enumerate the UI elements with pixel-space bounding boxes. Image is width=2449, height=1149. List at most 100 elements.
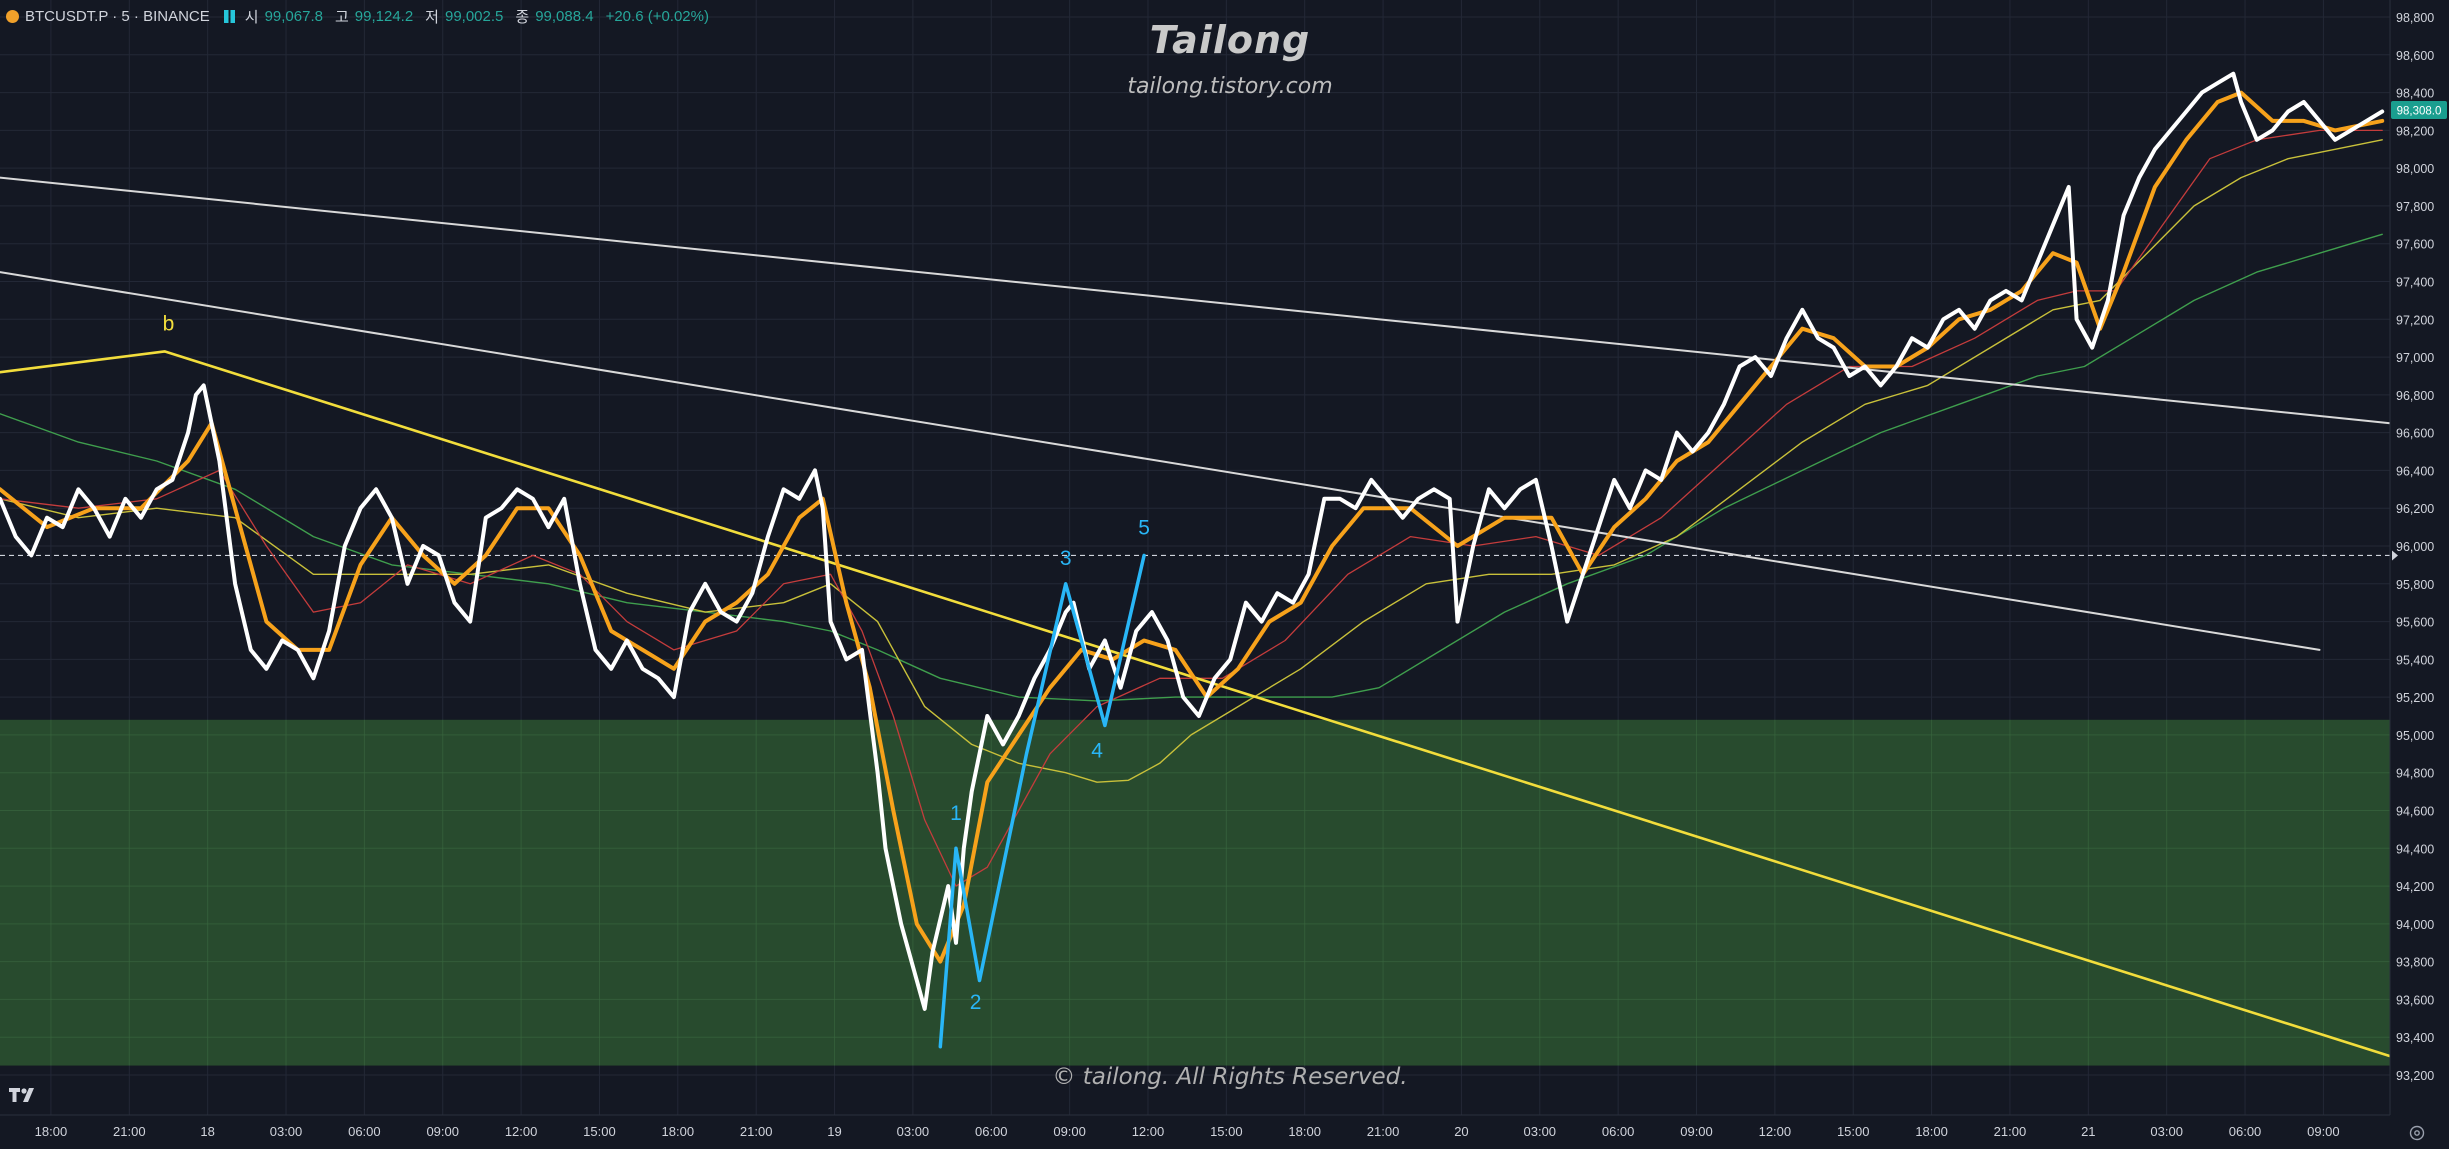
bitcoin-coin-icon — [6, 9, 19, 23]
y-tick-label: 94,400 — [2396, 842, 2434, 856]
y-tick-label: 98,800 — [2396, 11, 2434, 25]
symbol-label[interactable]: BTCUSDT.P · 5 · BINANCE — [25, 7, 210, 25]
x-tick-label: 20 — [1454, 1124, 1468, 1139]
x-tick-label: 12:00 — [1132, 1124, 1165, 1139]
x-tick-label: 15:00 — [1837, 1124, 1870, 1139]
current-price-marker: 98,308.0 — [2391, 100, 2447, 561]
x-tick-label: 19 — [827, 1124, 841, 1139]
y-tick-label: 93,400 — [2396, 1031, 2434, 1045]
y-tick-label: 97,600 — [2396, 238, 2434, 252]
low-label: 저 — [425, 8, 439, 26]
x-tick-label: 03:00 — [1524, 1124, 1557, 1139]
x-tick-label: 09:00 — [2307, 1124, 2340, 1139]
demand-zone — [0, 719, 2390, 1066]
y-tick-label: 96,600 — [2396, 427, 2434, 441]
wave-label-5: 5 — [1138, 517, 1150, 540]
channel-lower-line — [0, 271, 2321, 651]
x-tick-label: 18:00 — [35, 1124, 68, 1139]
y-tick-label: 93,200 — [2396, 1069, 2434, 1083]
low-value: 99,002.5 — [444, 7, 504, 25]
y-tick-label: 95,200 — [2396, 691, 2434, 705]
open-value: 99,067.8 — [264, 7, 323, 25]
ema-fast-line — [0, 90, 2385, 964]
x-tick-label: 06:00 — [2229, 1124, 2262, 1139]
flag-icon[interactable] — [223, 9, 235, 23]
ema-yellow-line — [0, 139, 2383, 783]
x-tick-label: 18 — [200, 1124, 214, 1139]
price-line — [0, 71, 2385, 1011]
x-tick-label: 21:00 — [113, 1124, 146, 1139]
time-axis[interactable]: 18:00 21:00 18 03:00 06:00 09:00 12:00 15:00 18:… — [35, 1124, 2340, 1139]
x-tick-label: 15:00 — [583, 1124, 616, 1139]
y-tick-label: 93,800 — [2396, 956, 2434, 970]
x-tick-label: 18:00 — [662, 1124, 695, 1139]
wave-label-4: 4 — [1091, 740, 1103, 763]
x-tick-label: 15:00 — [1210, 1124, 1243, 1139]
watermark-copyright: © tailong. All Rights Reserved. — [1052, 1064, 1408, 1090]
x-tick-label: 12:00 — [1759, 1124, 1792, 1139]
wave-label-1: 1 — [950, 802, 962, 825]
y-tick-label: 95,800 — [2396, 578, 2434, 592]
series — [0, 71, 2392, 1058]
y-tick-label: 96,800 — [2396, 389, 2434, 403]
y-tick-label: 98,600 — [2396, 49, 2434, 63]
elliott-wave-path — [938, 553, 1146, 1049]
x-tick-label: 03:00 — [270, 1124, 303, 1139]
x-tick-label: 21:00 — [1994, 1124, 2027, 1139]
price-axis[interactable]: 98,800 98,600 98,400 98,200 98,000 97,800 97,6… — [2396, 11, 2434, 1083]
x-tick-label: 06:00 — [1602, 1124, 1635, 1139]
y-tick-label: 97,200 — [2396, 313, 2434, 327]
symbol-legend[interactable]: BTCUSDT.P · 5 · BINANCE 시 99,067.8 고 99,12… — [6, 6, 709, 26]
time-axis-background — [0, 1115, 2449, 1149]
y-tick-label: 95,000 — [2396, 729, 2434, 743]
high-label: 고 — [334, 8, 349, 26]
open-label: 시 — [244, 8, 259, 26]
tradingview-logo-icon[interactable] — [8, 1086, 38, 1104]
y-tick-label: 98,000 — [2396, 162, 2434, 176]
high-value: 99,124.2 — [354, 7, 414, 25]
close-label: 종 — [515, 8, 530, 26]
y-tick-label: 97,400 — [2396, 276, 2434, 290]
y-tick-label: 97,000 — [2396, 351, 2434, 365]
x-tick-label: 21:00 — [740, 1124, 773, 1139]
watermark-title: Tailong — [1149, 18, 1311, 62]
close-value: 99,088.4 — [535, 7, 594, 25]
y-tick-label: 95,400 — [2396, 653, 2434, 667]
wave-labels: 1 2 3 4 5 b — [163, 313, 1150, 1014]
y-tick-label: 94,200 — [2396, 880, 2434, 894]
y-tick-label: 95,600 — [2396, 616, 2434, 630]
axis-settings-icon[interactable] — [2408, 1124, 2426, 1142]
y-tick-label: 94,600 — [2396, 805, 2434, 819]
x-tick-label: 09:00 — [1053, 1124, 1086, 1139]
ema-red-line — [0, 129, 2383, 887]
y-tick-label: 98,400 — [2396, 87, 2434, 101]
x-tick-label: 09:00 — [1680, 1124, 1713, 1139]
y-tick-label: 98,200 — [2396, 124, 2434, 138]
y-tick-label: 96,000 — [2396, 540, 2434, 554]
wave-label-b: b — [163, 313, 175, 336]
wave-label-2: 2 — [970, 991, 982, 1014]
reference-price-arrow-icon — [2392, 550, 2398, 561]
y-tick-label: 97,800 — [2396, 200, 2434, 214]
x-tick-label: 18:00 — [1915, 1124, 1948, 1139]
x-tick-label: 18:00 — [1288, 1124, 1321, 1139]
y-tick-label: 94,800 — [2396, 767, 2434, 781]
y-tick-label: 96,200 — [2396, 502, 2434, 516]
x-tick-label: 09:00 — [426, 1124, 459, 1139]
y-tick-label: 96,400 — [2396, 464, 2434, 478]
x-tick-label: 06:00 — [975, 1124, 1008, 1139]
x-tick-label: 03:00 — [897, 1124, 930, 1139]
watermark-url: tailong.tistory.com — [1127, 74, 1333, 99]
current-price-label: 98,308.0 — [2397, 105, 2442, 117]
zone-grid — [0, 719, 2390, 1066]
change-value: +20.6 (+0.02%) — [605, 7, 709, 25]
y-tick-label: 93,600 — [2396, 993, 2434, 1007]
x-tick-label: 21 — [2081, 1124, 2095, 1139]
x-tick-label: 21:00 — [1367, 1124, 1400, 1139]
price-axis-background — [2390, 0, 2449, 1149]
current-price-badge — [2391, 100, 2447, 119]
y-tick-label: 94,000 — [2396, 918, 2434, 932]
yellow-trendline — [0, 350, 2392, 1058]
